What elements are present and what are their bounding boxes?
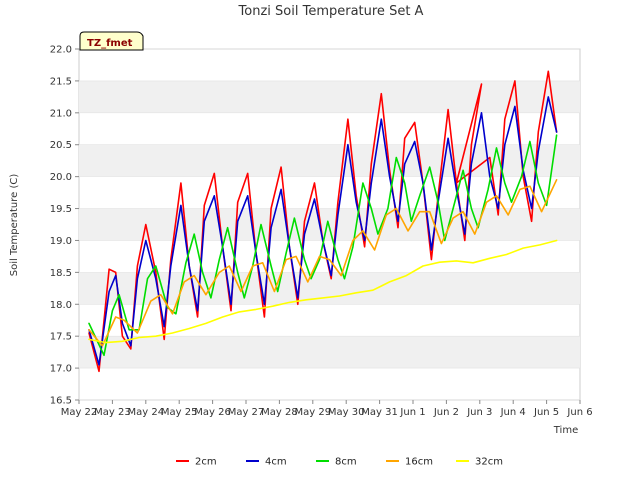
x-tick-label: May 23 (94, 407, 131, 418)
data-series (88, 70, 558, 373)
x-tick-label: Jun 3 (466, 407, 492, 418)
y-tick-label: 18.0 (50, 300, 72, 311)
x-tick-label: Jun 1 (399, 407, 425, 418)
series-line-16cm (88, 179, 558, 347)
y-tick-label: 20.5 (50, 140, 72, 151)
grid-band (79, 80, 580, 113)
series-line-32cm (88, 239, 558, 344)
legend-label: 2cm (195, 457, 217, 468)
x-tick-label: May 29 (295, 407, 332, 418)
station-tag-label: TZ_fmet (87, 38, 133, 49)
x-tick-label: Jun 5 (533, 407, 559, 418)
series-line-8cm (88, 134, 558, 357)
y-tick-label: 18.5 (50, 268, 72, 279)
legend: 2cm 4cm 8cm 16cm 32cm (176, 457, 503, 468)
y-tick-label: 21.0 (50, 108, 72, 119)
x-tick-label: Jun 2 (433, 407, 459, 418)
grid-band (79, 336, 580, 369)
y-axis-ticks: 16.5 17.0 17.5 18.0 18.5 19.0 19.5 20.0 20.5 21.0… (50, 45, 79, 407)
legend-label: 8cm (335, 457, 357, 468)
x-tick-label: May 30 (328, 407, 365, 418)
x-tick-label: May 28 (261, 407, 298, 418)
x-tick-label: May 31 (361, 407, 398, 418)
x-tick-label: Jun 4 (500, 407, 526, 418)
station-tag: TZ_fmet (79, 31, 144, 51)
y-tick-label: 19.5 (50, 204, 72, 215)
y-tick-label: 21.5 (50, 76, 72, 87)
y-tick-label: 19.0 (50, 236, 72, 247)
legend-label: 4cm (265, 457, 287, 468)
x-tick-label: Jun 6 (566, 407, 592, 418)
x-tick-label: May 24 (128, 407, 165, 418)
y-tick-label: 22.0 (50, 45, 72, 56)
chart-title: Tonzi Soil Temperature Set A (238, 4, 424, 19)
x-tick-label: May 25 (161, 407, 198, 418)
y-axis-label: Soil Temperature (C) (9, 174, 20, 277)
x-tick-label: May 22 (61, 407, 98, 418)
x-tick-label: May 26 (194, 407, 231, 418)
y-tick-label: 17.5 (50, 332, 72, 343)
y-tick-label: 16.5 (50, 396, 72, 407)
y-tick-label: 17.0 (50, 364, 72, 375)
x-tick-label: May 27 (228, 407, 265, 418)
x-axis-label: Time (553, 425, 578, 436)
legend-label: 32cm (475, 457, 503, 468)
grid-band (79, 208, 580, 241)
y-tick-label: 20.0 (50, 172, 72, 183)
legend-label: 16cm (405, 457, 433, 468)
grid-bands (79, 48, 580, 401)
